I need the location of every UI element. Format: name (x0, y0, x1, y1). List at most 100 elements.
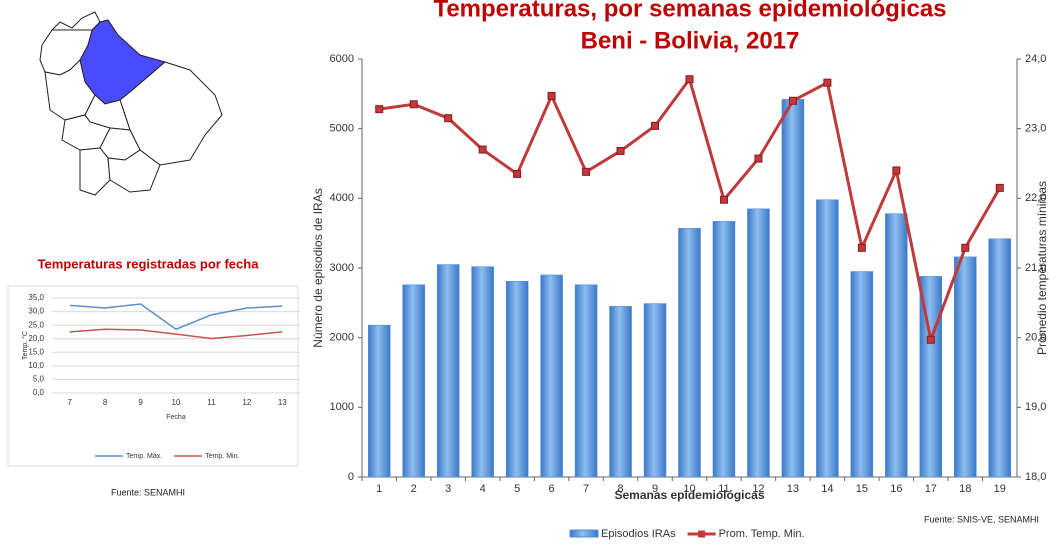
y-tick-label: 5000 (330, 123, 354, 135)
legend-label: Prom. Temp. Min. (719, 528, 805, 540)
x-tick-label: 16 (890, 483, 902, 495)
x-tick-label: 4 (480, 483, 486, 495)
bar (850, 271, 874, 478)
bar (954, 256, 977, 478)
y-tick-label: 30,0 (28, 307, 44, 316)
bar (505, 280, 529, 478)
bar (885, 213, 908, 478)
small-chart-frame (7, 285, 299, 467)
line-marker (375, 105, 384, 114)
x-tick-label: 9 (138, 398, 143, 407)
map-region (44, 59, 96, 121)
line-marker (754, 154, 763, 163)
y-tick-label: 35,0 (28, 293, 44, 302)
bar (367, 324, 391, 478)
bar (678, 228, 701, 478)
line-marker (719, 195, 728, 204)
legend-swatch (569, 529, 599, 538)
bar (402, 284, 425, 478)
x-tick-label: 13 (787, 483, 799, 495)
line-marker (444, 114, 453, 123)
bar (747, 208, 770, 478)
bar (643, 303, 667, 478)
x-tick-label: 19 (994, 483, 1006, 495)
x-tick-label: 8 (103, 398, 108, 407)
y2-tick-label: 23,0 (1025, 123, 1046, 135)
y-tick-label: 20,0 (28, 334, 44, 343)
x-tick-label: 12 (752, 483, 764, 495)
x-tick-label: 7 (583, 483, 589, 495)
y-tick-label: 1000 (330, 401, 354, 413)
line-marker (547, 91, 556, 100)
bar (712, 221, 736, 478)
y2-tick-label: 24,0 (1025, 53, 1046, 65)
bar (781, 99, 805, 478)
line-marker (857, 243, 866, 252)
y-axis-label: Temp. °C (21, 331, 29, 360)
map-region (50, 11, 101, 31)
line-marker (513, 169, 522, 178)
chart-title: Beni - Bolivia, 2017 (581, 27, 800, 54)
x-tick-label: 2 (411, 483, 417, 495)
y-axis-label: Número de episodios de IRAs (311, 188, 325, 347)
y-tick-label: 0 (348, 471, 354, 483)
map (39, 11, 223, 196)
x-axis-label: Semanas epidemiológicas (614, 488, 764, 502)
x-tick-label: 14 (821, 483, 833, 495)
line-marker (616, 146, 625, 155)
x-tick-label: 11 (718, 483, 729, 495)
source: Fuente: SENAMHI (111, 487, 185, 497)
bar (574, 284, 598, 478)
y-tick-label: 2000 (330, 332, 354, 344)
x-tick-label: 9 (652, 483, 658, 495)
x-tick-label: 8 (617, 483, 623, 495)
line-marker (892, 166, 901, 175)
x-tick-label: 10 (172, 398, 181, 407)
line-marker (651, 121, 660, 130)
y2-tick-label: 18,0 (1025, 471, 1046, 483)
line-marker (995, 183, 1004, 192)
x-tick-label: 10 (683, 483, 695, 495)
bar (436, 264, 460, 478)
y-tick-label: 0,0 (33, 388, 45, 397)
line-marker (788, 96, 797, 105)
y2-tick-label: 19,0 (1025, 401, 1046, 413)
x-tick-label: 3 (445, 483, 451, 495)
x-tick-label: 18 (959, 483, 971, 495)
y2-axis-label: Promedio temperaturas mínimas (1035, 181, 1049, 355)
legend-label: Temp. Máx. (126, 453, 162, 460)
line-marker (823, 78, 832, 87)
line (69, 328, 283, 340)
line-marker (582, 167, 591, 176)
y-tick-label: 4000 (330, 192, 354, 204)
y-tick-label: 3000 (330, 262, 354, 274)
bar (609, 306, 632, 478)
x-tick-label: 6 (549, 483, 555, 495)
x-tick-label: 17 (925, 483, 937, 495)
x-tick-label: 15 (856, 483, 868, 495)
line-marker (961, 243, 970, 252)
y-tick-label: 15,0 (28, 347, 44, 356)
chart-title: Temperaturas, por semanas epidemiológica… (433, 0, 946, 22)
y-tick-label: 6000 (330, 53, 354, 65)
source: Fuente: SNIS-VE, SENAMHI (924, 514, 1039, 524)
legend-marker (698, 530, 706, 538)
bar (540, 274, 563, 478)
map-region (79, 147, 111, 196)
y2-tick-label: 22,0 (1025, 192, 1046, 204)
x-axis-label: Fecha (166, 414, 186, 421)
x-tick-label: 11 (207, 398, 216, 407)
y2-tick-label: 21,0 (1025, 262, 1046, 274)
bar (988, 238, 1012, 478)
line-marker (926, 335, 935, 344)
x-tick-label: 12 (242, 398, 251, 407)
map-region (107, 149, 161, 193)
legend-label: Episodios IRAs (601, 528, 676, 540)
x-tick-label: 1 (376, 483, 382, 495)
y-tick-label: 10,0 (28, 361, 44, 370)
x-tick-label: 13 (278, 398, 287, 407)
y-tick-label: 5,0 (33, 375, 45, 384)
bar (816, 199, 839, 478)
line-marker (685, 75, 694, 84)
chart-title: Temperaturas registradas por fecha (38, 256, 260, 271)
